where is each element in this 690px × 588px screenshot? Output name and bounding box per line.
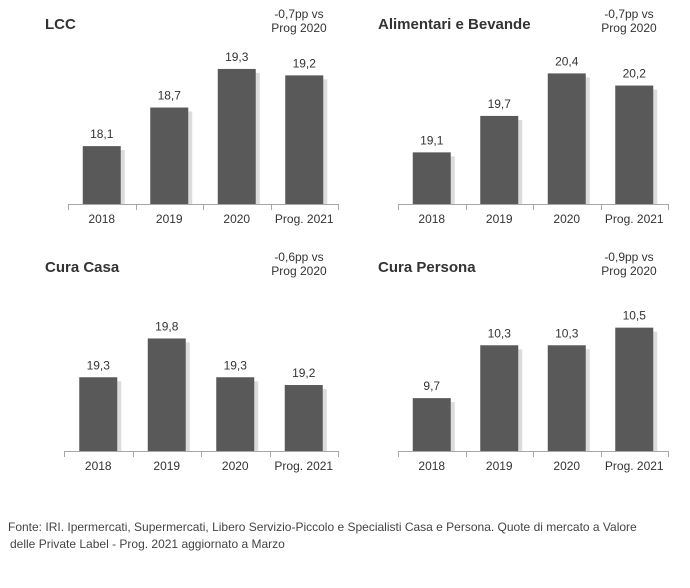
value-label: 19,8 (155, 319, 179, 333)
category-label: 2019 (486, 212, 513, 226)
chart-title: LCC (45, 16, 76, 33)
annotation-line-2: Prog 2020 (601, 264, 657, 278)
chart-title: Cura Casa (45, 259, 120, 276)
source-footnote-line-1: Fonte: IRI. Ipermercati, Supermercati, L… (8, 520, 637, 534)
bar (412, 152, 451, 204)
category-label: 2019 (486, 459, 513, 473)
chart-title: Alimentari e Bevande (378, 16, 531, 33)
bar (412, 398, 451, 451)
value-label: 19,2 (292, 366, 316, 380)
value-label: 20,2 (623, 67, 647, 81)
value-label: 19,3 (225, 50, 249, 64)
bar (547, 73, 586, 204)
bar (480, 115, 519, 204)
bar (284, 385, 323, 451)
value-label: 19,1 (420, 133, 444, 147)
value-label: 19,3 (87, 358, 111, 372)
value-label: 10,5 (623, 309, 647, 323)
category-label: 2018 (85, 459, 112, 473)
value-label: 19,7 (488, 97, 512, 111)
category-label: 2020 (223, 212, 250, 226)
value-label: 10,3 (488, 326, 512, 340)
category-label: 2020 (553, 212, 580, 226)
bar (217, 68, 256, 204)
bar (79, 377, 118, 451)
category-label: 2018 (418, 212, 445, 226)
bar (216, 377, 255, 451)
bar (147, 338, 186, 451)
annotation-line-2: Prog 2020 (601, 21, 657, 35)
category-label: Prog. 2021 (275, 212, 334, 226)
category-label: Prog. 2021 (605, 212, 664, 226)
value-label: 20,4 (555, 54, 579, 68)
bar (285, 75, 324, 204)
bar (615, 327, 654, 451)
annotation-line-1: -0,9pp vs (604, 250, 653, 264)
value-label: 19,2 (293, 56, 317, 70)
category-label: 2019 (153, 459, 180, 473)
bar (615, 85, 654, 204)
annotation-line-1: -0,7pp vs (604, 7, 653, 21)
annotation-line-1: -0,6pp vs (274, 250, 323, 264)
chart-title: Cura Persona (378, 259, 476, 276)
source-footnote-line-2: delle Private Label - Prog. 2021 aggiorn… (10, 537, 285, 551)
value-label: 19,3 (224, 358, 248, 372)
category-label: 2020 (553, 459, 580, 473)
category-label: 2018 (418, 459, 445, 473)
category-label: 2019 (156, 212, 183, 226)
bar (82, 146, 121, 204)
category-label: 2020 (222, 459, 249, 473)
bar (547, 345, 586, 451)
value-label: 18,1 (90, 127, 114, 141)
category-label: 2018 (88, 212, 115, 226)
value-label: 18,7 (158, 89, 182, 103)
bar (480, 345, 519, 451)
value-label: 9,7 (423, 379, 440, 393)
source-footnote: Fonte: IRI. Ipermercati, Supermercati, L… (8, 519, 678, 553)
annotation-line-2: Prog 2020 (271, 264, 327, 278)
annotation-line-1: -0,7pp vs (274, 7, 323, 21)
bar (150, 107, 189, 204)
annotation-line-2: Prog 2020 (271, 21, 327, 35)
category-label: Prog. 2021 (274, 459, 333, 473)
category-label: Prog. 2021 (605, 459, 664, 473)
value-label: 10,3 (555, 326, 579, 340)
